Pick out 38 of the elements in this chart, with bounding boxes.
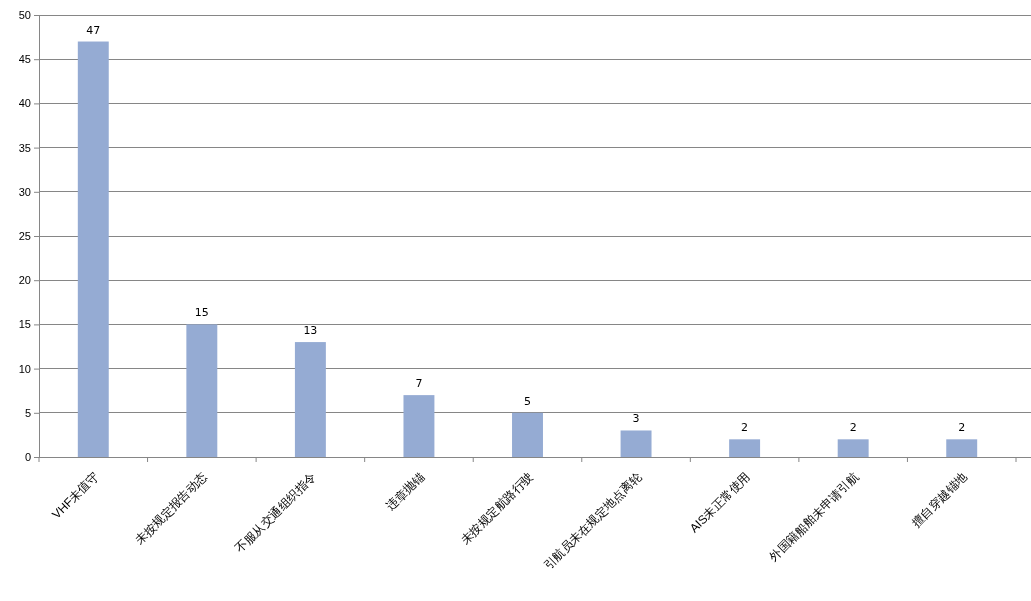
y-tick-label: 5 <box>24 406 31 419</box>
x-tick-label: 引航员未在规定地点离轮 <box>541 469 645 573</box>
x-tick-label: 违章抛锚 <box>383 469 428 514</box>
x-tick-label: 擅自穿越锚地 <box>909 469 970 531</box>
bar <box>837 439 869 457</box>
x-tick-label: AIS未正常使用 <box>686 469 753 536</box>
y-tick-label: 10 <box>18 362 31 375</box>
y-tick-label: 40 <box>18 97 31 110</box>
y-tick-label: 45 <box>18 53 31 66</box>
y-tick-label: 20 <box>18 274 31 287</box>
x-tick-label: 未按规定航路行驶 <box>457 469 536 548</box>
y-tick-label: 30 <box>18 185 31 198</box>
data-label: 2 <box>958 421 966 435</box>
y-tick-label: 0 <box>24 451 31 464</box>
data-label: 5 <box>524 394 531 408</box>
data-label: 47 <box>86 23 101 37</box>
bar <box>729 439 761 457</box>
x-tick-label: 不服从交通组织指令 <box>232 469 319 556</box>
data-label: 15 <box>194 306 209 320</box>
y-tick-label: 35 <box>18 141 31 154</box>
y-tick-label: 25 <box>18 230 31 243</box>
data-label: 7 <box>415 377 423 391</box>
bar <box>294 342 326 457</box>
bar <box>186 324 218 457</box>
x-tick-label: VHF未值守 <box>49 469 102 522</box>
x-tick-label: 未按规定报告动态 <box>132 469 211 548</box>
bar <box>620 430 652 457</box>
bar <box>946 439 978 457</box>
data-label: 13 <box>303 324 318 338</box>
data-label: 3 <box>632 412 640 426</box>
bar <box>512 412 543 457</box>
x-tick-label: 外国籍船舶未申请引航 <box>766 469 862 565</box>
bar <box>403 395 435 457</box>
data-label: 2 <box>741 421 749 435</box>
bar <box>77 41 109 457</box>
y-tick-label: 15 <box>18 318 31 331</box>
data-label: 2 <box>849 421 857 435</box>
y-tick-label: 50 <box>18 9 31 22</box>
